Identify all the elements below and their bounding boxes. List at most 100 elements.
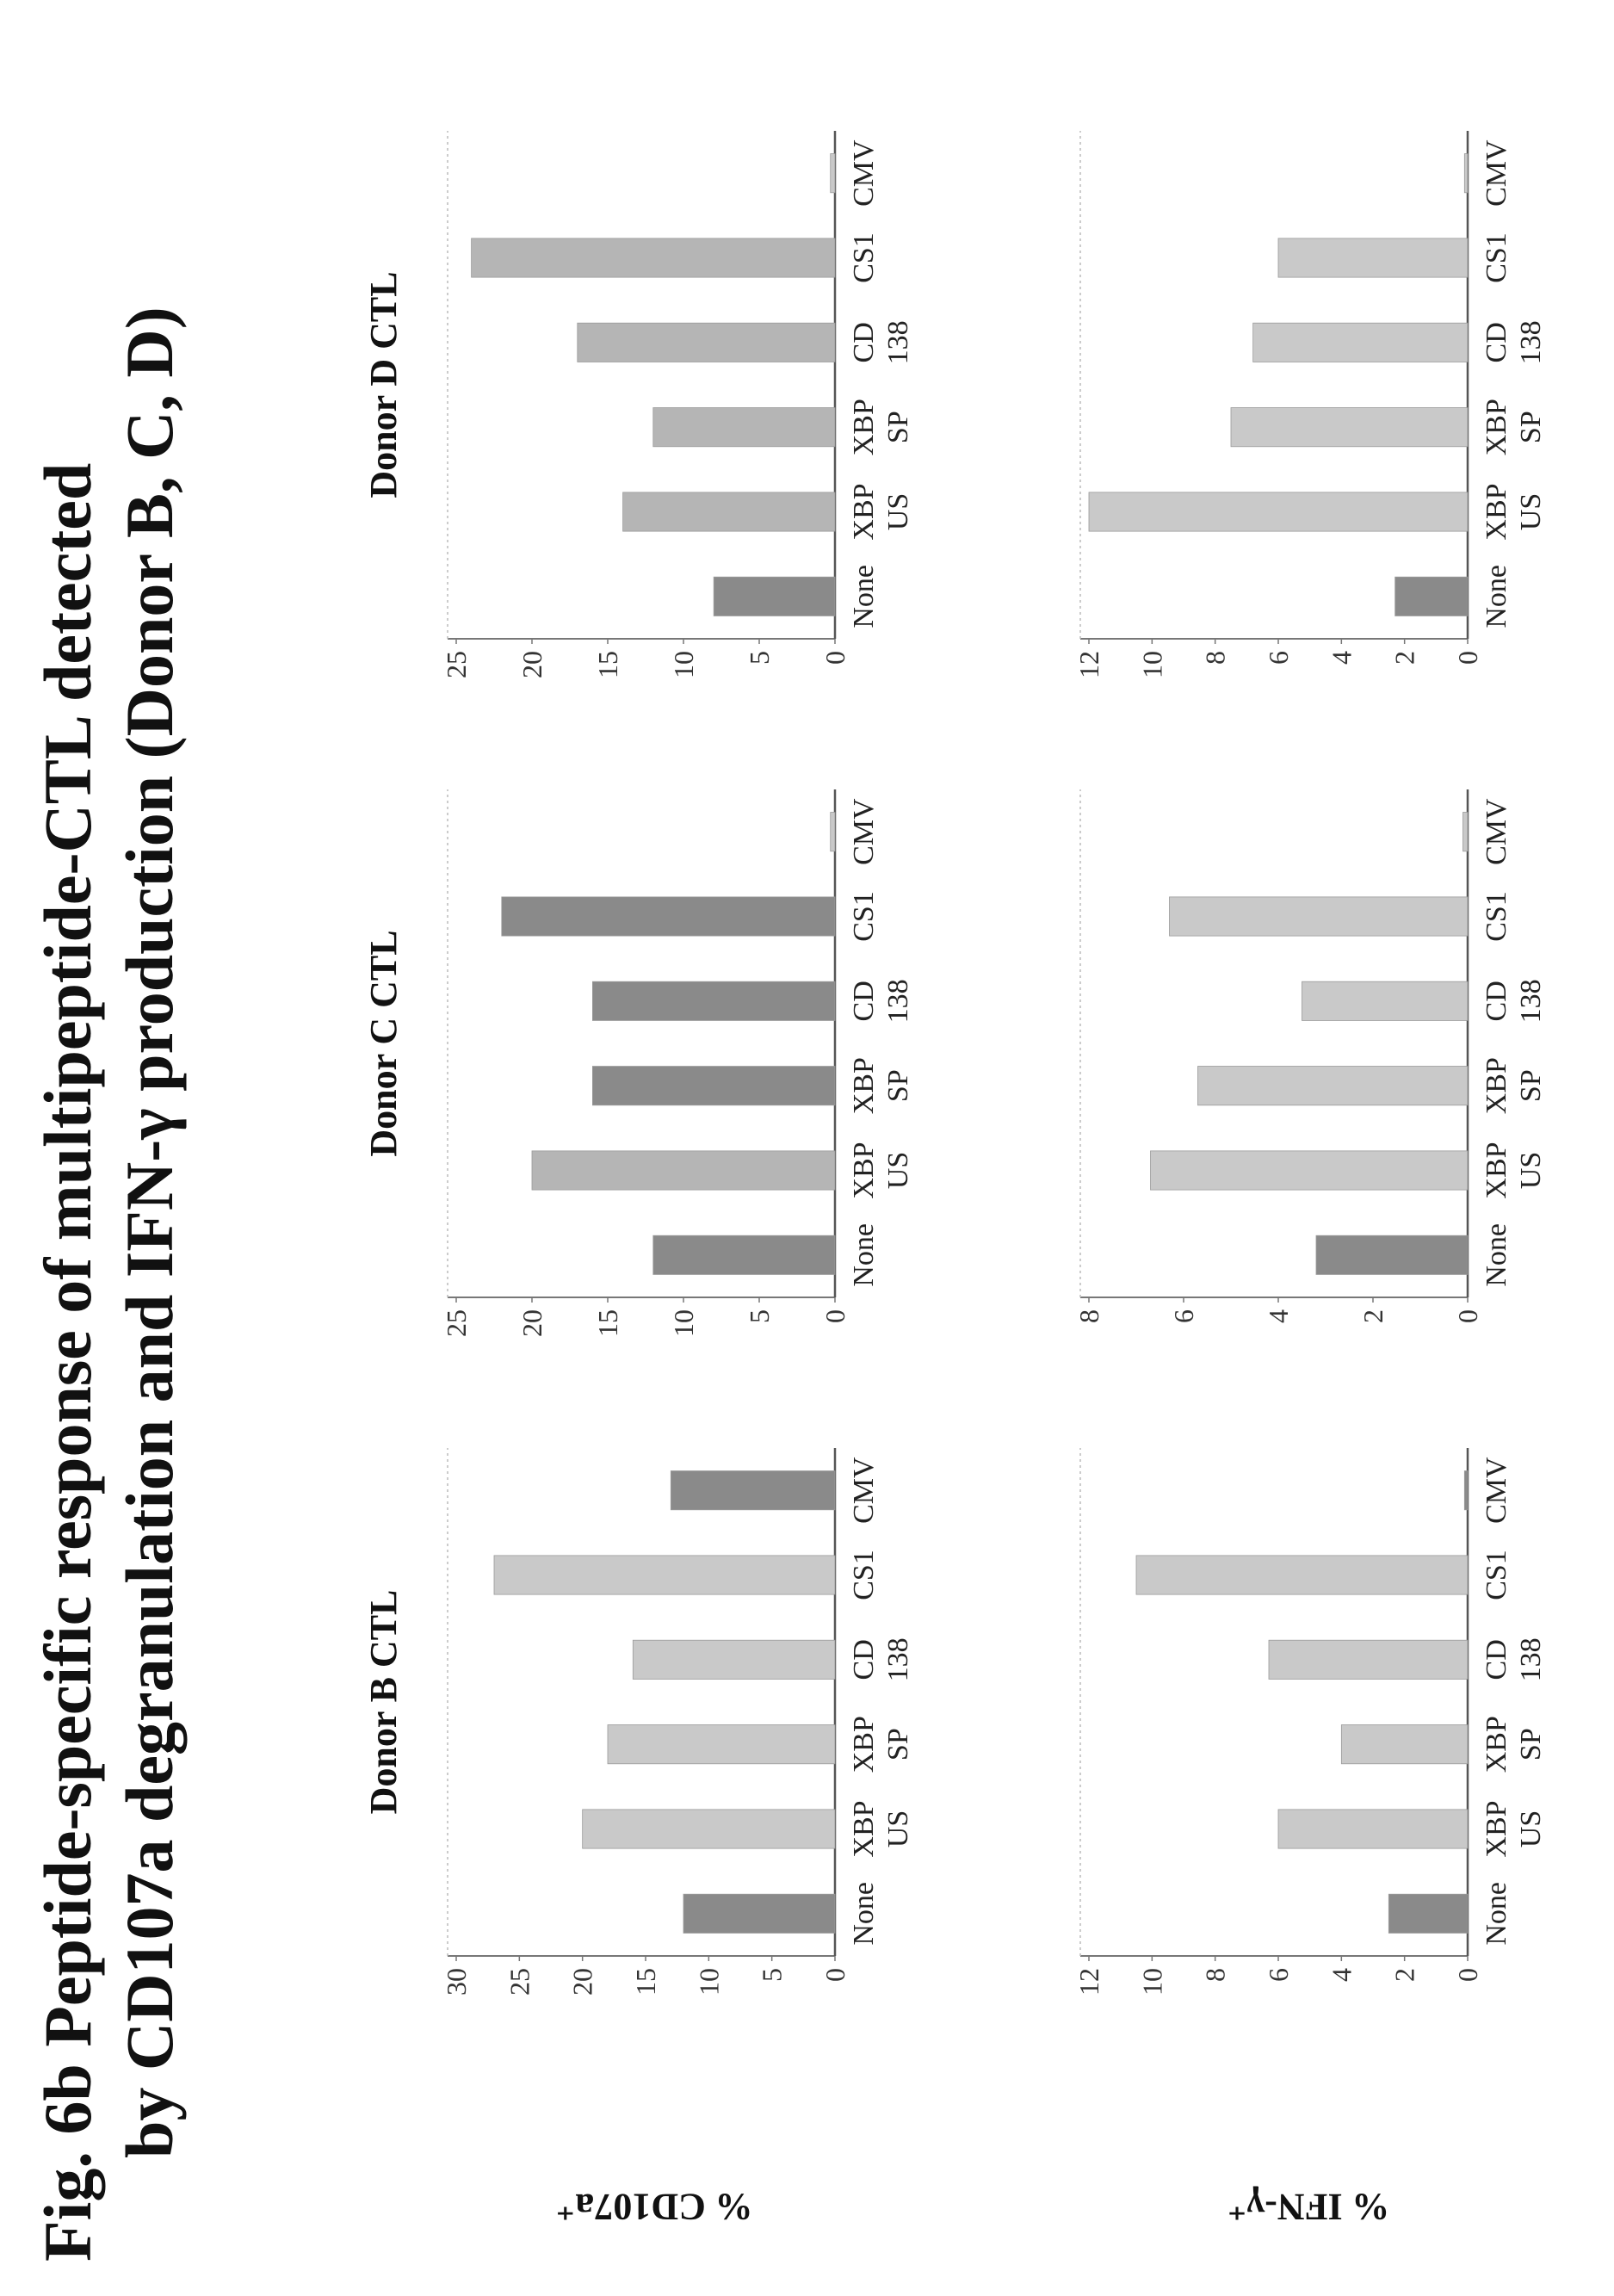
y-tick-label: 12 <box>1073 1968 1104 1996</box>
y-tick-label: 0 <box>819 1309 850 1323</box>
chart-title: Donor C CTL <box>362 930 405 1156</box>
bar-none <box>683 1893 836 1934</box>
x-tick-label: US <box>1515 1152 1547 1189</box>
y-tick-label: 15 <box>592 651 623 678</box>
y-axis-label-ifng: % IFN-γ⁺ <box>1227 2186 1389 2228</box>
y-tick-label: 4 <box>1326 1968 1357 1982</box>
y-tick-label: 10 <box>668 1309 699 1337</box>
bar-cd-138 <box>632 1639 836 1680</box>
y-tick-label: 25 <box>441 651 472 678</box>
x-tick-label: US <box>1515 493 1547 530</box>
x-tick-label: CS1 <box>1481 891 1512 942</box>
y-tick-label: 8 <box>1200 651 1231 665</box>
bar-cs1 <box>1169 896 1469 937</box>
y-tick-label: 0 <box>1452 651 1483 665</box>
x-tick-label: CD <box>848 1639 880 1680</box>
x-tick-label: CMV <box>848 1457 880 1524</box>
bar-cd-138 <box>577 322 836 362</box>
x-tick-label: XBP <box>1481 399 1512 455</box>
y-tick-label: 10 <box>693 1968 724 1996</box>
y-tick-label: 10 <box>1136 1968 1167 1996</box>
x-tick-label: CS1 <box>1481 1550 1512 1600</box>
x-tick-label: SP <box>1515 411 1547 443</box>
bar-xbp-us <box>1277 1809 1469 1849</box>
x-tick-label: SP <box>882 411 914 443</box>
bar-cs1 <box>1277 238 1469 278</box>
y-tick-label: 20 <box>516 1309 547 1337</box>
bar-cd-138 <box>1302 981 1469 1021</box>
bar-xbp-us <box>622 492 836 532</box>
bar-cd-138 <box>1252 322 1469 362</box>
x-tick-label: SP <box>882 1728 914 1761</box>
bar-none <box>1394 576 1469 616</box>
x-tick-label: CD <box>848 981 880 1021</box>
chart-title: Donor D CTL <box>362 271 405 498</box>
x-tick-label: None <box>1481 565 1512 628</box>
x-tick-label: US <box>882 1810 914 1847</box>
bar-xbp-sp <box>1340 1724 1469 1765</box>
x-tick-label: CD <box>1481 981 1512 1021</box>
y-axis-label-cd107a: % CD107a⁺ <box>555 2186 753 2228</box>
bar-xbp-sp <box>1230 407 1469 448</box>
y-tick-label: 8 <box>1073 1309 1104 1323</box>
x-tick-label: US <box>882 493 914 530</box>
x-tick-label: 138 <box>882 1637 914 1681</box>
y-tick-label: 15 <box>630 1968 661 1996</box>
bar-cmv <box>670 1470 836 1511</box>
bar-cd-138 <box>592 981 836 1021</box>
x-tick-label: 138 <box>1515 320 1547 364</box>
y-tick-label: 25 <box>504 1968 535 1996</box>
y-tick-label: 8 <box>1200 1968 1231 1982</box>
x-tick-label: XBP <box>848 483 880 540</box>
y-tick-label: 10 <box>1136 651 1167 678</box>
x-tick-label: XBP <box>848 1800 880 1857</box>
y-tick-label: 4 <box>1263 1309 1294 1323</box>
x-tick-label: CMV <box>1481 139 1512 207</box>
x-tick-label: CS1 <box>848 232 880 283</box>
x-tick-label: SP <box>882 1069 914 1102</box>
x-tick-label: CMV <box>848 798 880 865</box>
chart-title: Donor B CTL <box>362 1590 405 1815</box>
y-tick-label: 0 <box>1452 1309 1483 1323</box>
y-tick-label: 10 <box>668 651 699 678</box>
x-tick-label: None <box>1481 1223 1512 1287</box>
x-tick-label: CS1 <box>848 1550 880 1600</box>
bar-cmv <box>830 153 836 194</box>
x-tick-label: CMV <box>1481 1457 1512 1524</box>
bar-cs1 <box>471 238 836 278</box>
bar-xbp-us <box>582 1809 836 1849</box>
bar-none <box>1315 1235 1469 1275</box>
y-tick-label: 5 <box>744 651 775 665</box>
bar-xbp-us <box>1088 492 1469 532</box>
x-tick-label: XBP <box>848 399 880 455</box>
bar-xbp-us <box>531 1150 836 1191</box>
x-tick-label: SP <box>1515 1728 1547 1761</box>
x-tick-label: None <box>848 1223 880 1287</box>
bar-cd-138 <box>1268 1639 1469 1680</box>
y-tick-label: 0 <box>819 651 850 665</box>
y-tick-label: 12 <box>1073 651 1104 678</box>
bar-none <box>652 1235 836 1275</box>
x-tick-label: CD <box>848 322 880 362</box>
y-tick-label: 20 <box>567 1968 598 1996</box>
x-tick-label: XBP <box>1481 1800 1512 1857</box>
bar-cs1 <box>1135 1555 1469 1595</box>
y-tick-label: 15 <box>592 1309 623 1337</box>
x-tick-label: 138 <box>1515 1637 1547 1681</box>
x-tick-label: XBP <box>1481 1142 1512 1198</box>
x-tick-label: XBP <box>1481 1057 1512 1114</box>
bar-xbp-sp <box>1197 1066 1469 1106</box>
figure-title-line2: by CD107a degranulation and IFN-γ produc… <box>112 306 187 2158</box>
x-tick-label: XBP <box>848 1057 880 1114</box>
x-tick-label: CD <box>1481 1639 1512 1680</box>
x-tick-label: None <box>848 1882 880 1946</box>
bar-cmv <box>830 812 836 852</box>
bar-cmv <box>1463 153 1469 194</box>
